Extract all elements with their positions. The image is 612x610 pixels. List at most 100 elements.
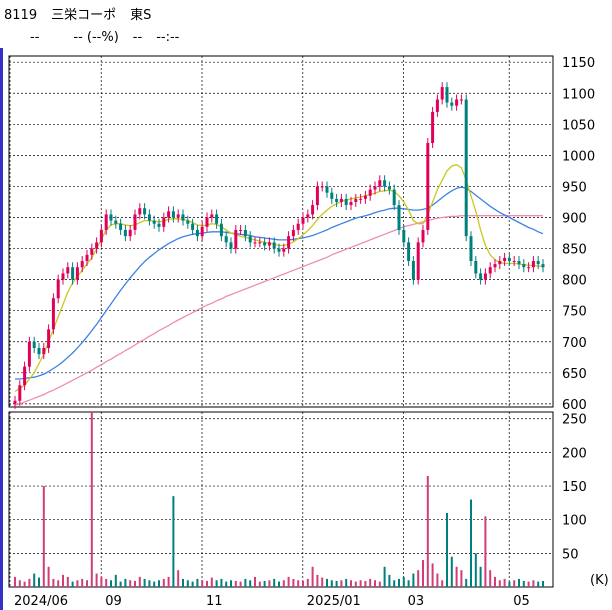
candle-body — [277, 248, 281, 252]
quote-time: --:-- — [156, 30, 180, 45]
volume-axis-labels: 50 100 150 200 250 (K) — [562, 413, 609, 588]
volume-bar — [297, 580, 300, 587]
candle-body — [167, 211, 171, 218]
price-tick-label: 750 — [562, 305, 587, 320]
volume-bar — [494, 576, 496, 587]
candle-body — [291, 229, 295, 237]
volume-bar — [498, 580, 501, 587]
ma-long-line — [14, 215, 543, 406]
volume-bar — [316, 574, 319, 587]
volume-bar — [47, 566, 50, 587]
price-tick-label: 900 — [562, 212, 587, 227]
volume-bar — [110, 580, 112, 587]
candle-body — [80, 261, 84, 268]
volume-bar — [378, 581, 381, 587]
volume-bar — [230, 580, 232, 587]
candle-body — [493, 264, 497, 268]
volume-bar — [191, 581, 194, 587]
volume-bar — [436, 573, 439, 587]
volume-bar — [383, 566, 386, 587]
candle-body — [99, 229, 103, 243]
price-tick-label: 600 — [562, 398, 587, 413]
candle-body — [354, 198, 358, 202]
date-tick-label: 2025/01 — [307, 594, 361, 609]
volume-bar — [455, 566, 458, 587]
volume-bar — [206, 580, 208, 587]
candle-body — [200, 226, 204, 237]
volume-bar — [239, 581, 242, 587]
volume-bar — [14, 576, 16, 587]
candle-body — [330, 192, 334, 199]
candle-body — [450, 102, 454, 106]
volume-bar — [225, 581, 228, 587]
candle-body — [479, 273, 483, 280]
volume-bar — [292, 578, 295, 587]
price-tick-label: 1150 — [562, 56, 595, 71]
volume-bar — [33, 573, 36, 587]
candle-body — [176, 214, 180, 218]
volume-bar — [302, 580, 304, 587]
ma-short-line — [14, 163, 544, 393]
volume-bar — [402, 576, 405, 587]
candle-body — [210, 214, 214, 218]
volume-bar — [196, 578, 199, 587]
candle-body — [37, 347, 41, 355]
volume-bar — [210, 577, 213, 587]
volume-bar — [350, 580, 352, 587]
volume-bar — [532, 580, 535, 587]
candle-body — [157, 223, 161, 227]
volume-bar — [441, 580, 444, 587]
candle-body — [258, 242, 262, 244]
volume-bar — [143, 578, 146, 587]
ma-mid-line — [15, 186, 544, 380]
volume-bar — [431, 563, 434, 587]
volume-bar — [374, 580, 376, 587]
candle-body — [215, 214, 219, 224]
candle-body — [123, 229, 127, 237]
volume-bar — [398, 578, 400, 587]
candle-body — [162, 217, 166, 227]
volume-bar — [527, 581, 530, 587]
candle-body — [349, 201, 353, 206]
price-tick-label: 850 — [562, 243, 587, 258]
chart-grid — [8, 55, 554, 588]
candle-body — [445, 87, 449, 103]
candle-body — [488, 267, 492, 274]
volume-bar — [503, 578, 506, 587]
volume-bar — [330, 580, 333, 587]
volume-bar — [162, 578, 165, 587]
volume-bar — [311, 566, 314, 587]
volume-bar — [393, 580, 396, 587]
candle-body — [387, 186, 391, 190]
candle-body — [13, 400, 17, 404]
candle-body — [522, 264, 526, 268]
volume-bar — [518, 578, 520, 587]
volume-bar — [268, 580, 271, 587]
candle-body — [527, 267, 531, 269]
volume-bar — [412, 573, 415, 587]
candle-body — [61, 273, 65, 280]
candle-body — [171, 211, 175, 218]
volume-bar — [76, 580, 79, 587]
window-edge — [0, 48, 3, 610]
candle-body — [335, 198, 339, 202]
candlesticks — [13, 82, 545, 409]
volume-bar — [215, 580, 218, 587]
candle-body — [219, 223, 223, 237]
date-tick-label: 05 — [513, 594, 530, 609]
volume-bar — [244, 578, 247, 587]
candle-body — [143, 208, 147, 215]
candle-body — [75, 267, 79, 280]
ticker-code: 8119 — [4, 8, 38, 23]
price-tick-label: 1050 — [562, 118, 595, 133]
candle-body — [85, 254, 89, 262]
date-tick-label: 03 — [408, 594, 425, 609]
candle-body — [435, 99, 439, 112]
candle-body — [474, 261, 478, 274]
candle-body — [133, 214, 137, 230]
volume-bar — [52, 578, 55, 587]
candle-body — [339, 198, 343, 202]
volume-bar — [249, 580, 252, 587]
volume-bar — [474, 553, 477, 587]
volume-bar — [201, 580, 204, 587]
